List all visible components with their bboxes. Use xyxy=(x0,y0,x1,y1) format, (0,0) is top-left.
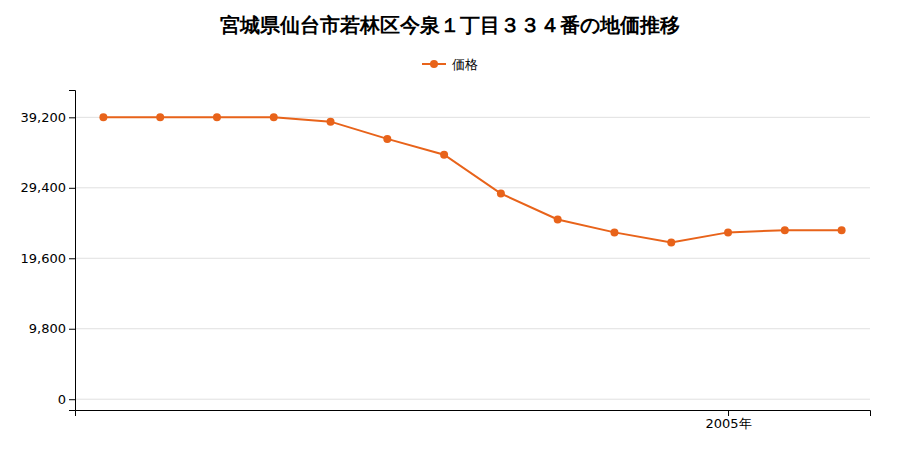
x-axis-line xyxy=(76,411,871,417)
y-tick-label: 0 xyxy=(58,392,66,407)
marker xyxy=(156,113,164,121)
legend-item: 価格 xyxy=(422,57,478,72)
y-tick: 29,400 xyxy=(21,180,76,195)
marker xyxy=(99,113,107,121)
marker xyxy=(724,228,732,236)
y-tick-label: 19,600 xyxy=(21,251,67,266)
y-tick-label: 9,800 xyxy=(29,321,66,336)
y-tick-mark xyxy=(69,117,75,118)
y-tick: 39,200 xyxy=(21,110,76,125)
x-tick-label: 2005年 xyxy=(705,416,751,431)
y-tick-label: 39,200 xyxy=(21,110,67,125)
x-axis: 2005年 xyxy=(76,410,871,431)
marker xyxy=(554,215,562,223)
grid xyxy=(75,117,870,399)
y-tick-mark xyxy=(69,329,75,330)
y-tick-mark xyxy=(69,188,75,189)
marker xyxy=(327,118,335,126)
plot-area xyxy=(99,113,845,246)
title: 宮城県仙台市若林区今泉１丁目３３４番の地価推移 xyxy=(220,13,680,37)
y-tick: 9,800 xyxy=(29,321,75,336)
marker xyxy=(497,190,505,198)
marker xyxy=(270,113,278,121)
y-tick-mark xyxy=(69,399,75,400)
marker xyxy=(440,151,448,159)
grid-line xyxy=(75,328,870,329)
grid-line xyxy=(75,399,870,400)
y-tick-label: 29,400 xyxy=(21,180,67,195)
grid-line xyxy=(75,258,870,259)
marker xyxy=(610,228,618,236)
y-axis-line xyxy=(69,91,76,411)
legend-label: 価格 xyxy=(452,57,478,72)
x-tick: 2005年 xyxy=(705,410,751,431)
y-tick-mark xyxy=(69,258,75,259)
line xyxy=(103,117,841,242)
legend-marker xyxy=(430,60,438,68)
marker xyxy=(667,238,675,246)
legend: 価格 xyxy=(422,57,478,72)
grid-line xyxy=(75,187,870,188)
y-axis: 0 9,800 19,600 29,400 39,200 xyxy=(21,91,76,411)
x-tick-mark xyxy=(728,410,729,416)
marker xyxy=(213,113,221,121)
y-tick: 0 xyxy=(58,392,75,407)
marker xyxy=(383,135,391,143)
y-tick: 19,600 xyxy=(21,251,76,266)
chart: 0 9,800 19,600 29,400 39,200 2005年 宮城県仙台市若林区今泉… xyxy=(0,0,900,450)
marker xyxy=(781,226,789,234)
marker xyxy=(838,226,846,234)
